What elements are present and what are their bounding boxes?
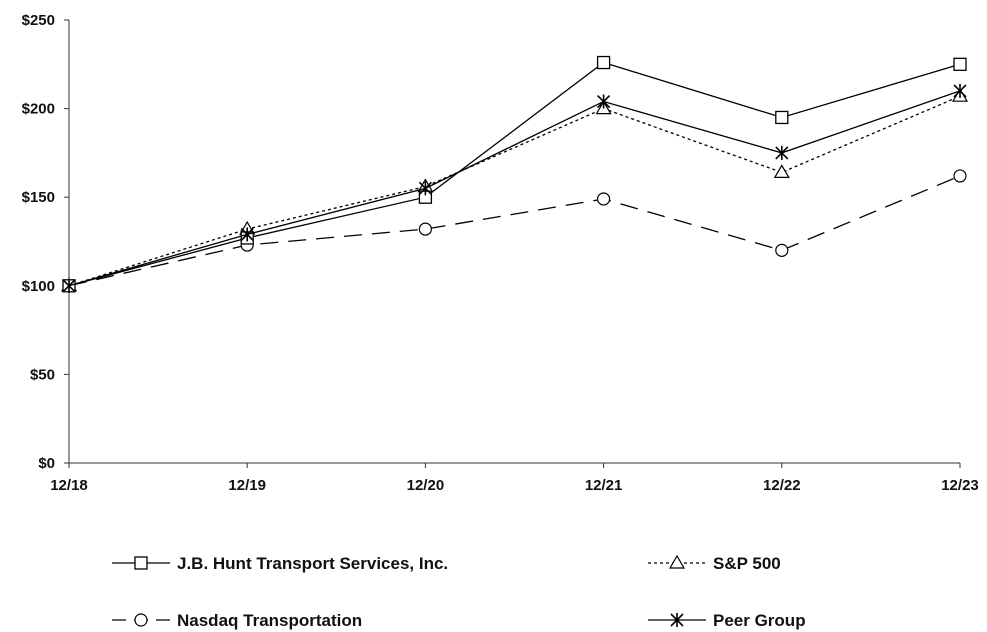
data-point — [596, 55, 611, 70]
legend-item: Peer Group — [648, 611, 806, 630]
y-tick-label: $0 — [38, 455, 55, 472]
series-s-p-500 — [60, 88, 969, 292]
data-point — [597, 94, 611, 109]
legend-label: J.B. Hunt Transport Services, Inc. — [177, 554, 448, 573]
legend-marker — [670, 613, 684, 627]
axes — [68, 20, 960, 464]
y-tick-label: $150 — [22, 189, 55, 206]
asterisk-stroke — [953, 84, 967, 98]
asterisk-stroke — [240, 227, 254, 241]
legend-label: Nasdaq Transportation — [177, 611, 362, 630]
series-line — [68, 61, 961, 287]
legend-label: Peer Group — [713, 611, 806, 630]
legend-label: S&P 500 — [713, 554, 781, 573]
legend-item: S&P 500 — [648, 554, 781, 573]
data-point — [62, 278, 76, 293]
data-point — [773, 164, 790, 178]
series-nasdaq-transportation — [62, 169, 967, 293]
series-line — [68, 90, 961, 287]
legend-marker — [134, 556, 148, 570]
asterisk-stroke — [418, 181, 432, 195]
x-tick-label: 12/20 — [407, 477, 445, 494]
data-point — [596, 192, 611, 206]
y-tick-label: $250 — [22, 12, 55, 29]
x-tick-label: 12/19 — [228, 477, 266, 494]
data-point — [240, 227, 254, 242]
asterisk-stroke — [597, 94, 611, 109]
data-point — [775, 110, 789, 125]
x-axis-ticks: 12/18 12/19 12/20 12/21 12/22 12/23 — [50, 463, 979, 494]
data-point — [953, 57, 967, 71]
data-point — [953, 83, 967, 98]
data-point — [775, 243, 789, 257]
legend-marker — [134, 613, 148, 627]
legend-item: Nasdaq Transportation — [112, 611, 362, 630]
data-point — [418, 222, 432, 236]
x-tick-label: 12/22 — [763, 477, 801, 494]
y-tick-label: $50 — [30, 366, 55, 383]
data-point — [418, 181, 432, 196]
y-tick-label: $100 — [22, 278, 55, 295]
series-j-b-hunt-transport-services-inc — [62, 55, 967, 293]
series-line — [68, 95, 961, 287]
asterisk-stroke — [670, 613, 684, 627]
legend-item: J.B. Hunt Transport Services, Inc. — [112, 554, 448, 573]
x-tick-label: 12/18 — [50, 477, 88, 494]
x-tick-label: 12/23 — [941, 477, 979, 494]
data-point — [775, 145, 789, 160]
plot-area — [60, 55, 969, 293]
data-point — [953, 169, 967, 183]
y-tick-label: $200 — [22, 101, 55, 118]
series-line — [68, 175, 961, 287]
legend-marker — [668, 554, 686, 569]
asterisk-stroke — [62, 279, 76, 293]
x-tick-label: 12/21 — [585, 477, 623, 494]
y-axis-ticks: $0 $50 $100 $150 $200 $250 — [22, 12, 69, 472]
series-peer-group — [62, 83, 967, 293]
asterisk-stroke — [775, 146, 789, 160]
legend: J.B. Hunt Transport Services, Inc. S&P 50… — [112, 554, 806, 630]
